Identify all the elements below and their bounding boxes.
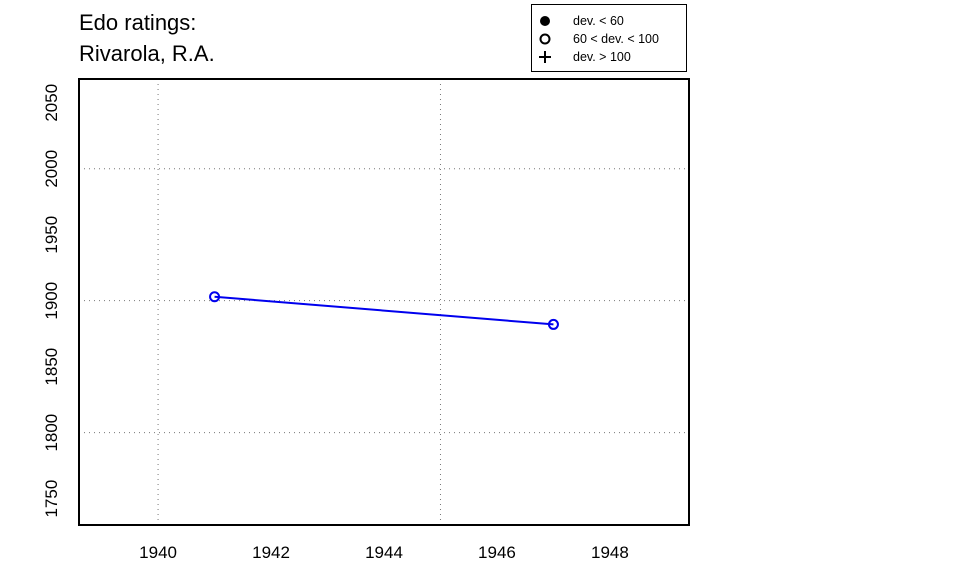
open-circle-icon	[539, 33, 551, 45]
plus-icon	[539, 51, 551, 63]
legend: dev. < 60 60 < dev. < 100 dev. > 100	[531, 4, 687, 72]
chart-title-line-1: Edo ratings:	[79, 10, 197, 35]
chart-title-line-2: Rivarola, R.A.	[79, 41, 215, 66]
legend-item-dev-gt-100: dev. > 100	[532, 48, 686, 66]
series-layer	[209, 291, 559, 330]
y-tick-label: 1900	[42, 282, 61, 320]
y-tick-label: 1850	[42, 348, 61, 386]
y-tick-label: 1750	[42, 480, 61, 518]
data-point	[547, 318, 559, 330]
legend-label: dev. > 100	[573, 50, 631, 64]
series-line	[214, 295, 554, 326]
x-tick-label: 1940	[139, 543, 177, 562]
legend-item-dev-lt-60: dev. < 60	[532, 12, 686, 30]
x-tick-label: 1942	[252, 543, 290, 562]
legend-item-dev-60-100: 60 < dev. < 100	[532, 30, 686, 48]
x-tick-label: 1944	[365, 543, 403, 562]
filled-circle-icon	[540, 16, 550, 26]
y-tick-label: 1800	[42, 414, 61, 452]
y-tick-label: 2050	[42, 84, 61, 122]
y-tick-label: 2000	[42, 150, 61, 188]
legend-label: dev. < 60	[573, 14, 624, 28]
y-axis: 1750 1800 1850 1900 1950 2000 2050	[42, 84, 61, 518]
plot-frame	[78, 78, 690, 526]
grid-lines	[79, 79, 689, 525]
x-tick-label: 1948	[591, 543, 629, 562]
data-point	[209, 291, 221, 303]
x-axis: 1940 1942 1944 1946 1948	[139, 543, 629, 562]
x-tick-label: 1946	[478, 543, 516, 562]
legend-label: 60 < dev. < 100	[573, 32, 659, 46]
y-tick-label: 1950	[42, 216, 61, 254]
